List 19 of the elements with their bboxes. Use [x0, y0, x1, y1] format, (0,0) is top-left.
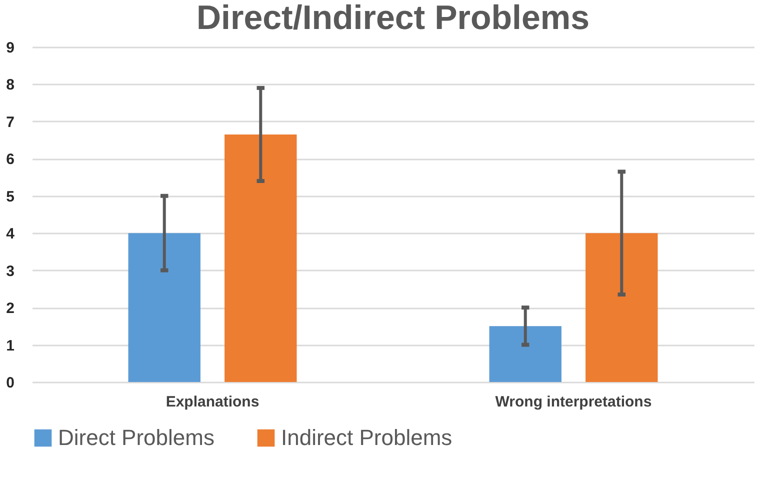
y-tick-label: 7 [6, 114, 14, 131]
bar [489, 326, 562, 382]
bar [128, 233, 200, 382]
y-tick-label: 4 [6, 226, 16, 243]
y-tick-label: 2 [6, 300, 14, 318]
y-tick-label: 8 [6, 76, 14, 94]
y-tick-label: 1 [6, 337, 14, 354]
legend-label: Indirect Problems [281, 425, 452, 450]
bar [586, 233, 658, 382]
x-tick-label: Explanations [166, 394, 260, 410]
chart-title: Direct/Indirect Problems [196, 0, 590, 37]
y-tick-label: 9 [6, 40, 14, 56]
y-tick-label: 6 [6, 151, 14, 168]
y-tick-label: 3 [6, 262, 14, 280]
bar [224, 134, 297, 382]
legend-label: Direct Problems [58, 425, 214, 450]
y-tick-label: 0 [6, 374, 14, 392]
y-tick-label: 5 [6, 188, 14, 206]
x-tick-label: Wrong interpretations [495, 394, 652, 410]
